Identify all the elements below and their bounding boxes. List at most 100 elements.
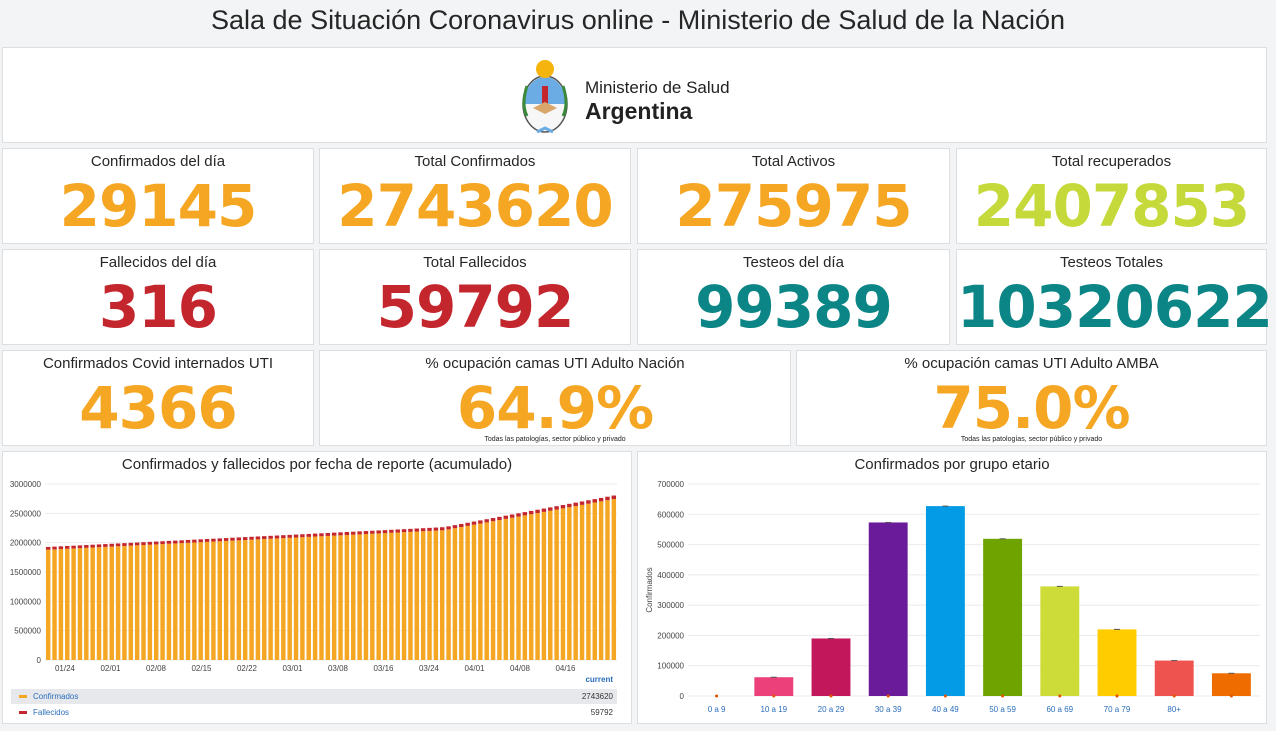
bar-fallecidos xyxy=(179,540,184,544)
bar-confirmados xyxy=(147,544,153,660)
chart-title: Confirmados por grupo etario xyxy=(854,456,1050,473)
bar-fallecidos xyxy=(185,539,191,543)
bar-confirmados xyxy=(363,534,369,660)
y-tick-label: 300000 xyxy=(657,601,684,610)
bar-fallecidos xyxy=(605,496,610,501)
x-tick-label: 03/08 xyxy=(328,664,349,673)
bar-fallecidos xyxy=(147,541,153,545)
y-tick-label: 500000 xyxy=(14,627,41,636)
bar-confirmados xyxy=(459,527,464,660)
stat-card-internados-uti: Confirmados Covid internados UTI 4366 xyxy=(2,350,314,446)
bar-confirmados xyxy=(357,534,362,660)
bar-fallecidos xyxy=(204,539,210,542)
bar-confirmados xyxy=(211,541,216,660)
bar-confirmados xyxy=(408,531,413,660)
bar-base-marker xyxy=(1115,694,1119,698)
bar-base-marker xyxy=(772,694,776,698)
bar-fallecidos xyxy=(465,522,470,526)
bar-fallecidos xyxy=(395,529,400,533)
bar-confirmados xyxy=(71,548,76,660)
bar-confirmados xyxy=(204,541,210,660)
bar-base-marker xyxy=(1172,694,1176,698)
bar-fallecidos xyxy=(573,502,578,507)
bar-confirmados xyxy=(605,500,610,660)
bar-fallecidos xyxy=(389,529,394,533)
chart-panel-grupo-etario: Confirmados por grupo etario 0 100000 2000… xyxy=(637,451,1267,724)
chart-title: Confirmados y fallecidos por fecha de re… xyxy=(121,456,513,473)
x-tick-label: 60 a 69 xyxy=(1046,705,1073,714)
bar-confirmados xyxy=(389,532,394,660)
stat-value: 10320622 xyxy=(957,273,1273,341)
logo: Ministerio de Salud Argentina xyxy=(515,56,755,140)
stat-card-ocupacion-amba: % ocupación camas UTI Adulto AMBA 75.0% … xyxy=(796,350,1267,446)
stat-value: 2407853 xyxy=(973,172,1251,240)
bar-confirmados xyxy=(560,508,566,660)
bar-fallecidos xyxy=(236,537,242,541)
stat-note: Todas las patologías, sector público y p… xyxy=(960,436,1103,443)
bar-fallecidos xyxy=(471,521,477,525)
stat-value: 29145 xyxy=(59,172,258,240)
bar-confirmados xyxy=(115,546,121,660)
logo-panel: Ministerio de Salud Argentina xyxy=(2,47,1267,143)
x-tick-label: 02/22 xyxy=(237,664,258,673)
y-tick-label: 600000 xyxy=(657,510,684,519)
legend-label: Fallecidos xyxy=(33,708,70,717)
bar-fallecidos xyxy=(268,535,273,539)
bar-confirmados xyxy=(255,539,261,660)
bar-confirmados xyxy=(262,539,267,660)
legend-header: current xyxy=(585,675,613,684)
bar-confirmados xyxy=(401,532,407,660)
bar-20 a 29 xyxy=(811,638,851,696)
bar-confirmados xyxy=(598,501,604,660)
bar-confirmados xyxy=(109,546,114,660)
bar-confirmados xyxy=(484,522,489,660)
x-tick-label: 03/16 xyxy=(373,664,394,673)
bar-confirmados xyxy=(414,531,420,660)
bar-confirmados xyxy=(541,511,547,660)
bar-fallecidos xyxy=(312,533,318,537)
stat-note: Todas las patologías, sector público y p… xyxy=(484,436,626,443)
legend-item-confirmados[interactable]: Confirmados 2743620 xyxy=(11,689,617,704)
bar-fallecidos xyxy=(439,527,445,531)
y-tick-label: 500000 xyxy=(657,541,684,550)
bar-confirmados xyxy=(573,506,578,660)
bar-confirmados xyxy=(452,528,458,660)
bar-base-marker xyxy=(1229,694,1233,698)
bar-fallecidos xyxy=(331,532,337,536)
bar-confirmados xyxy=(249,539,254,660)
bar-confirmados xyxy=(331,535,337,660)
stat-value: 4366 xyxy=(79,374,237,442)
stat-label: Testeos Totales xyxy=(1059,254,1164,271)
x-tick-label: 01/24 xyxy=(55,664,76,673)
bar-fallecidos xyxy=(611,495,617,500)
bar-confirmados xyxy=(45,549,51,660)
stat-value: 64.9% xyxy=(456,374,654,442)
bar-fallecidos xyxy=(459,523,464,528)
bar-confirmados xyxy=(141,545,146,660)
bar-confirmados xyxy=(535,513,540,660)
bar-confirmados xyxy=(236,540,242,660)
bar-confirmados xyxy=(103,546,108,660)
logo-ministry-text: Ministerio de Salud xyxy=(585,78,730,97)
bar-fallecidos xyxy=(351,531,356,535)
bar-confirmados xyxy=(503,518,509,660)
bar-fallecidos xyxy=(376,530,381,534)
x-tick-label: 03/24 xyxy=(419,664,440,673)
legend-swatch xyxy=(19,695,27,698)
x-tick-label: 30 a 39 xyxy=(875,705,902,714)
stat-label: % ocupación camas UTI Adulto AMBA xyxy=(904,355,1159,372)
bar-fallecidos xyxy=(281,535,286,539)
bar-fallecidos xyxy=(433,527,439,531)
x-tick-label: 50 a 59 xyxy=(989,705,1016,714)
bar-fallecidos xyxy=(420,528,426,532)
bar-fallecidos xyxy=(287,534,292,538)
bar-confirmados xyxy=(351,534,356,660)
bar-confirmados xyxy=(370,533,375,660)
bar-fallecidos xyxy=(300,534,305,538)
legend-item-fallecidos[interactable]: Fallecidos 59792 xyxy=(11,705,617,720)
bar-confirmados xyxy=(548,510,553,660)
bar-confirmados xyxy=(185,542,191,660)
y-tick-label: 0 xyxy=(680,692,685,701)
bar-base-marker xyxy=(886,694,890,698)
stat-value: 75.0% xyxy=(933,374,1130,442)
